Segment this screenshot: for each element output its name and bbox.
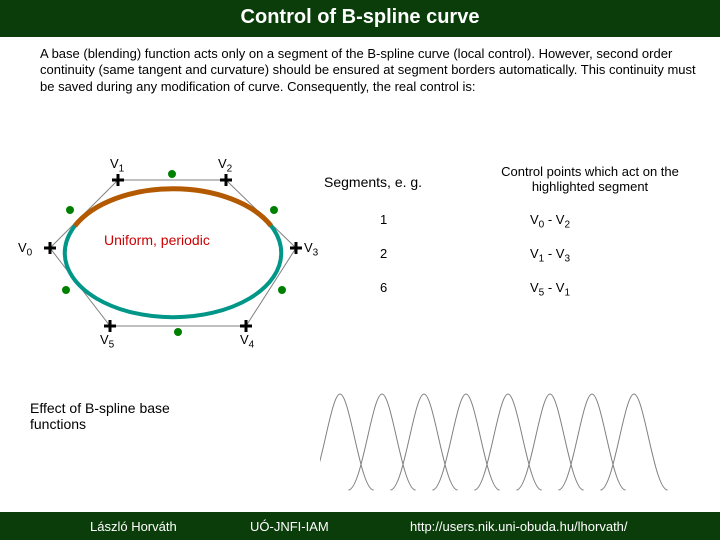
diagram-area: V0 V1 V2 V3 V4 V5 Uniform, periodic Segments,… — [0, 128, 720, 498]
knot-point — [174, 328, 182, 336]
knot-point — [62, 286, 70, 294]
control-point-label: V1 — [110, 156, 124, 175]
control-point-label: V2 — [218, 156, 232, 175]
control-point-label: V4 — [240, 332, 254, 351]
basis-function-curve — [474, 394, 541, 490]
segment-control-range: V5 - V1 — [530, 280, 570, 299]
basis-function-curve — [432, 394, 499, 490]
footer-url: http://users.nik.uni-obuda.hu/lhorvath/ — [410, 519, 628, 534]
basis-function-curve — [390, 394, 457, 490]
bspline-curve-diagram — [10, 140, 340, 360]
knot-point — [278, 286, 286, 294]
intro-paragraph: A base (blending) function acts only on … — [0, 38, 720, 95]
footer: László Horváth UÓ-JNFI-IAM http://users.… — [0, 512, 720, 540]
page-title: Control of B-spline curve — [241, 6, 480, 28]
basis-functions-diagram — [320, 380, 720, 500]
control-point-label: V5 — [100, 332, 114, 351]
knot-point — [270, 206, 278, 214]
segment-index: 2 — [380, 246, 387, 261]
control-point-cross — [240, 320, 252, 332]
footer-author: László Horváth — [90, 519, 177, 534]
control-point-label: V3 — [304, 240, 318, 259]
basis-function-curve — [516, 394, 583, 490]
segments-header: Segments, e. g. — [324, 174, 422, 190]
basis-function-curve — [348, 394, 415, 490]
segment-control-range: V1 - V3 — [530, 246, 570, 265]
effect-label: Effect of B-spline base functions — [30, 400, 220, 432]
basis-function-curve — [600, 394, 667, 490]
knot-point — [66, 206, 74, 214]
basis-function-curve — [320, 394, 374, 490]
control-point-label: V0 — [18, 240, 32, 259]
knot-point — [168, 170, 176, 178]
uniform-periodic-label: Uniform, periodic — [104, 232, 210, 248]
basis-function-curve — [558, 394, 625, 490]
control-points-header: Control points which act on the highligh… — [480, 164, 700, 194]
segment-index: 1 — [380, 212, 387, 227]
segment-index: 6 — [380, 280, 387, 295]
footer-institution: UÓ-JNFI-IAM — [250, 519, 329, 534]
control-point-cross — [104, 320, 116, 332]
title-bar: Control of B-spline curve — [0, 0, 720, 38]
segment-control-range: V0 - V2 — [530, 212, 570, 231]
